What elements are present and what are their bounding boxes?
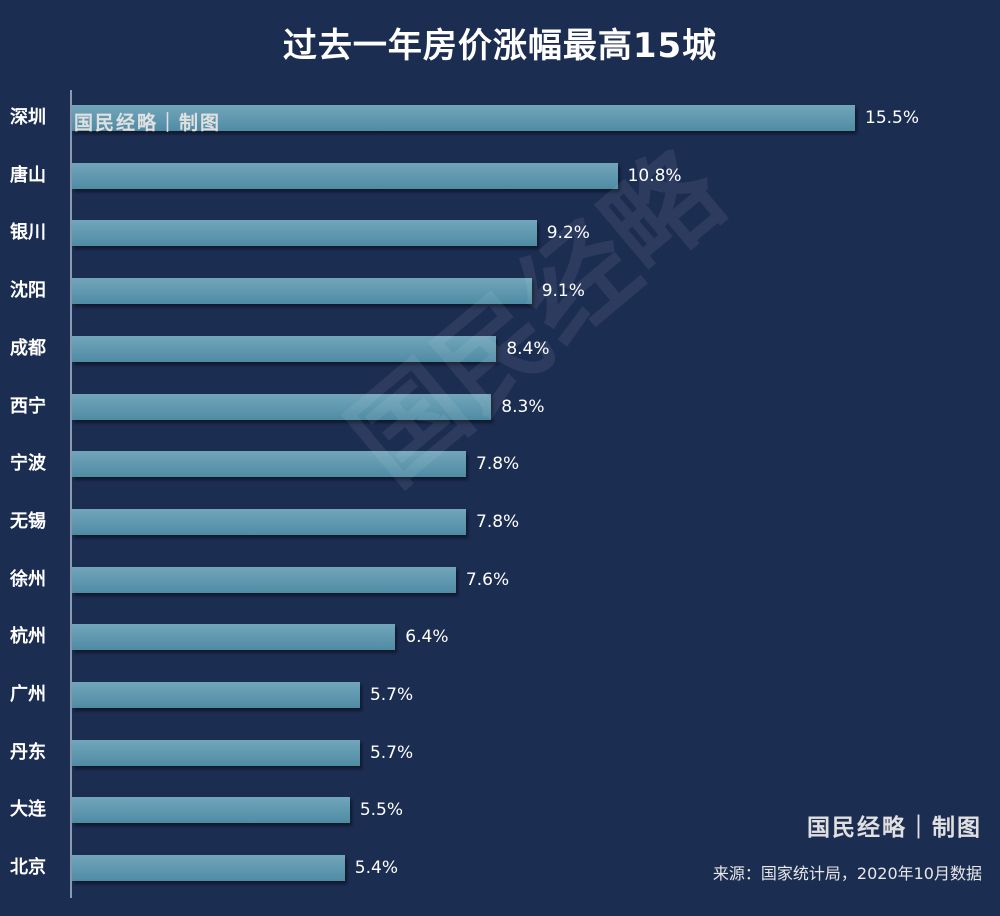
bar <box>72 451 467 478</box>
category-label: 无锡 <box>10 510 46 532</box>
bar <box>72 624 396 651</box>
category-label: 沈阳 <box>10 280 46 302</box>
bar <box>72 855 345 882</box>
bar <box>72 682 360 708</box>
category-label: 丹东 <box>10 741 46 763</box>
value-label: 7.8% <box>476 511 520 532</box>
value-label: 7.6% <box>465 569 510 590</box>
chart-title: 过去一年房价涨幅最高15城 <box>282 26 718 66</box>
category-label: 大连 <box>10 799 46 821</box>
category-label: 西宁 <box>10 395 46 417</box>
value-label: 15.5% <box>865 108 920 128</box>
bar <box>72 335 497 362</box>
value-label: 5.7% <box>369 742 414 763</box>
bar <box>72 220 537 247</box>
bar <box>72 566 456 593</box>
y-axis-line <box>70 90 72 898</box>
watermark-top: 国民经略｜制图 <box>74 112 222 134</box>
value-label: 5.4% <box>354 858 398 879</box>
bar <box>72 797 350 824</box>
category-label: 广州 <box>10 684 46 705</box>
value-label: 6.4% <box>405 627 449 648</box>
bar <box>72 162 618 189</box>
value-label: 9.2% <box>546 223 590 244</box>
value-label: 7.8% <box>476 454 520 475</box>
category-label: 深圳 <box>10 107 46 128</box>
category-label: 北京 <box>10 857 46 879</box>
category-label: 徐州 <box>10 568 46 590</box>
category-label: 成都 <box>10 337 46 359</box>
bar <box>72 278 532 305</box>
category-label: 唐山 <box>10 164 46 186</box>
value-label: 10.8% <box>627 165 682 186</box>
value-label: 9.1% <box>541 281 585 302</box>
bar <box>72 739 360 766</box>
value-label: 5.5% <box>359 800 404 821</box>
category-label: 银川 <box>10 222 46 244</box>
bar <box>72 393 492 420</box>
value-label: 8.3% <box>501 396 545 417</box>
category-label: 杭州 <box>10 626 46 648</box>
bar <box>72 508 467 535</box>
bar <box>72 105 855 131</box>
source-note: 来源：国家统计局，2020年10月数据 <box>712 864 982 883</box>
value-label: 5.7% <box>369 685 414 705</box>
credit-label: 国民经略｜制图 <box>807 814 982 841</box>
category-label: 宁波 <box>10 453 46 475</box>
value-label: 8.4% <box>506 338 550 359</box>
